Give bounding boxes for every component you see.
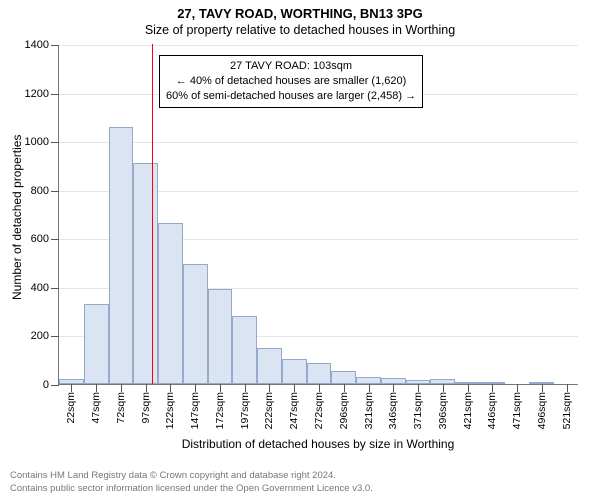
y-tick-label: 1200 — [25, 88, 49, 100]
bar — [183, 264, 208, 384]
bar — [158, 223, 183, 385]
x-tick-label: 446sqm — [486, 392, 498, 429]
y-tick — [51, 142, 59, 143]
x-tick-label: 72sqm — [115, 392, 127, 424]
x-tick — [344, 384, 345, 392]
bar — [257, 348, 282, 384]
bar — [307, 363, 332, 384]
annotation-line: 60% of semi-detached houses are larger (… — [166, 89, 416, 104]
x-tick — [443, 384, 444, 392]
x-tick-label: 197sqm — [239, 392, 251, 429]
y-tick-label: 400 — [31, 282, 49, 294]
x-tick-label: 296sqm — [338, 392, 350, 429]
bar — [331, 371, 356, 384]
x-tick — [542, 384, 543, 392]
y-axis-title: Number of detached properties — [10, 135, 24, 300]
histogram-chart: 020040060080010001200140022sqm47sqm72sqm… — [58, 45, 578, 385]
gridline — [59, 45, 578, 46]
x-tick-label: 396sqm — [437, 392, 449, 429]
bar — [232, 316, 257, 384]
x-tick-label: 22sqm — [65, 392, 77, 424]
x-tick — [492, 384, 493, 392]
y-tick-label: 1400 — [25, 39, 49, 51]
bar — [208, 289, 233, 384]
y-tick-label: 800 — [31, 185, 49, 197]
x-tick-label: 222sqm — [263, 392, 275, 429]
x-axis-title: Distribution of detached houses by size … — [58, 437, 578, 451]
bar — [282, 359, 307, 385]
x-tick-label: 47sqm — [90, 392, 102, 424]
y-tick — [51, 239, 59, 240]
x-tick — [170, 384, 171, 392]
gridline — [59, 142, 578, 143]
x-tick — [245, 384, 246, 392]
x-tick-label: 97sqm — [140, 392, 152, 424]
bar — [356, 377, 381, 384]
y-tick-label: 0 — [43, 379, 49, 391]
y-tick-label: 600 — [31, 233, 49, 245]
x-tick-label: 147sqm — [189, 392, 201, 429]
x-tick — [418, 384, 419, 392]
y-tick-label: 200 — [31, 330, 49, 342]
y-tick — [51, 45, 59, 46]
x-tick — [269, 384, 270, 392]
x-tick-label: 471sqm — [511, 392, 523, 429]
bar — [84, 304, 109, 384]
x-tick — [319, 384, 320, 392]
x-tick-label: 421sqm — [462, 392, 474, 429]
bar — [133, 163, 158, 384]
x-tick-label: 346sqm — [387, 392, 399, 429]
y-tick — [51, 191, 59, 192]
x-tick — [393, 384, 394, 392]
x-tick — [468, 384, 469, 392]
footer-line-2: Contains public sector information licen… — [10, 483, 373, 495]
title-main: 27, TAVY ROAD, WORTHING, BN13 3PG — [0, 0, 600, 21]
x-tick — [195, 384, 196, 392]
reference-line — [152, 44, 153, 384]
x-tick-label: 496sqm — [536, 392, 548, 429]
x-tick-label: 321sqm — [363, 392, 375, 429]
y-tick-label: 1000 — [25, 136, 49, 148]
x-tick-label: 371sqm — [412, 392, 424, 429]
y-tick — [51, 385, 59, 386]
y-tick — [51, 336, 59, 337]
x-tick — [567, 384, 568, 392]
x-tick-label: 247sqm — [288, 392, 300, 429]
bar — [109, 127, 134, 384]
x-tick-label: 521sqm — [561, 392, 573, 429]
annotation-box: 27 TAVY ROAD: 103sqm← 40% of detached ho… — [159, 55, 423, 108]
footer-line-1: Contains HM Land Registry data © Crown c… — [10, 470, 336, 482]
annotation-line: ← 40% of detached houses are smaller (1,… — [166, 74, 416, 89]
x-tick-label: 122sqm — [164, 392, 176, 429]
x-tick — [517, 384, 518, 392]
x-tick-label: 272sqm — [313, 392, 325, 429]
y-tick — [51, 288, 59, 289]
x-tick — [294, 384, 295, 392]
x-tick — [220, 384, 221, 392]
y-tick — [51, 94, 59, 95]
annotation-line: 27 TAVY ROAD: 103sqm — [166, 59, 416, 74]
title-sub: Size of property relative to detached ho… — [0, 21, 600, 37]
x-tick — [369, 384, 370, 392]
x-tick-label: 172sqm — [214, 392, 226, 429]
